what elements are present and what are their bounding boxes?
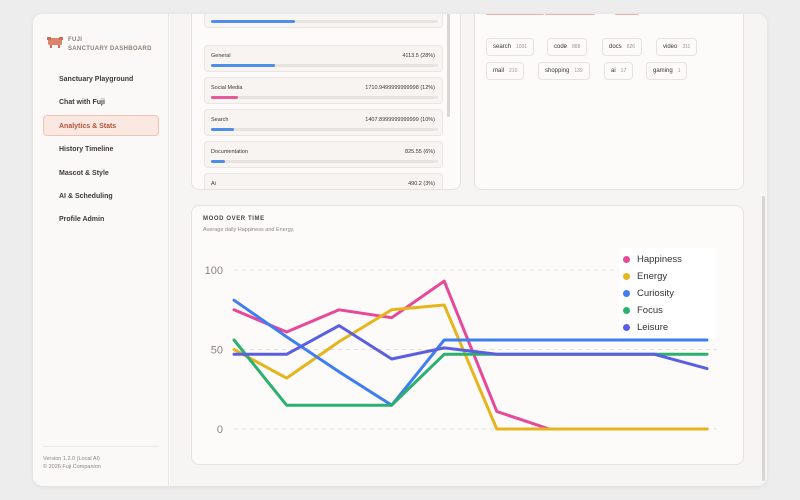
sidebar: FUJI SANCTUARY DASHBOARD Sanctuary Playg…	[33, 14, 169, 486]
category-value: 1710.9499999999998 (12%)	[365, 85, 435, 91]
y-tick-label: 50	[211, 345, 223, 357]
mood-over-time-card: 100 50 0 MOOD OVER TIME Average daily Happ…	[191, 205, 744, 465]
category-progress-fill	[211, 160, 225, 163]
tag-chip[interactable]: search 1091	[486, 38, 535, 56]
page-scrollbar[interactable]	[762, 196, 765, 481]
tag-bar-partial	[615, 14, 639, 15]
sidebar-nav: Sanctuary Playground Chat with Fuji Anal…	[43, 68, 159, 232]
tag-name: code	[554, 44, 568, 50]
category-value: 825.55 (6%)	[405, 149, 435, 155]
category-value: 490.2 (3%)	[408, 181, 435, 187]
tag-chip[interactable]: gaming 1	[646, 62, 688, 80]
legend-item[interactable]: Focus	[619, 302, 717, 319]
sidebar-item-profile-admin[interactable]: Profile Admin	[59, 216, 105, 224]
tag-count: 1	[677, 68, 681, 74]
legend-label: Energy	[637, 271, 668, 282]
tag-chip[interactable]: code 888	[547, 38, 588, 56]
tag-name: video	[663, 44, 678, 50]
legend-item[interactable]: Energy	[619, 268, 717, 285]
brand-title: FUJI	[68, 37, 83, 43]
version-text: Version 1.2.0 (Local AI)	[43, 456, 100, 462]
legend-dot	[623, 256, 630, 263]
category-name: Social Media	[211, 85, 243, 91]
tag-count: 826	[626, 44, 636, 50]
main-content: General 4113.5 (28%) Social Media 1710.9…	[170, 14, 767, 486]
tag-chip[interactable]: shopping 139	[538, 62, 590, 80]
category-row: Social Media 1710.9499999999998 (12%)	[204, 77, 443, 104]
y-tick-label: 100	[205, 265, 223, 277]
mood-chart-title: MOOD OVER TIME	[203, 216, 265, 222]
legend-dot	[623, 273, 630, 280]
tag-name: shopping	[545, 68, 570, 74]
category-progress-track	[211, 96, 438, 99]
tag-chip[interactable]: ai 17	[604, 62, 634, 80]
tag-name: gaming	[653, 68, 673, 74]
mood-chart-subtitle: Average daily Happiness and Energy.	[203, 227, 295, 233]
legend-dot	[623, 307, 630, 314]
tag-count: 311	[682, 44, 691, 50]
brand: FUJI SANCTUARY DASHBOARD	[47, 36, 152, 54]
category-row-partial	[204, 14, 443, 28]
sidebar-item-ai-scheduling[interactable]: AI & Scheduling	[59, 192, 113, 200]
copyright-text: © 2026 Fuji Companion	[43, 464, 101, 470]
category-progress-track	[211, 64, 438, 67]
series-line-curiosity	[232, 298, 709, 407]
tag-name: ai	[611, 68, 616, 74]
app-window: FUJI SANCTUARY DASHBOARD Sanctuary Playg…	[33, 14, 767, 486]
category-name: Documentation	[211, 149, 248, 155]
legend-label: Focus	[637, 305, 663, 316]
tag-name: search	[493, 44, 512, 50]
category-row: Search 1407.8999999999999 (10%)	[204, 109, 443, 136]
legend-label: Leisure	[637, 322, 669, 333]
category-row: Documentation 825.55 (6%)	[204, 141, 443, 168]
tag-name: docs	[609, 44, 622, 50]
category-progress-track	[211, 128, 438, 131]
category-row: General 4113.5 (28%)	[204, 45, 443, 72]
sidebar-item-chat-with-fuji[interactable]: Chat with Fuji	[59, 99, 105, 107]
category-progress-fill	[211, 128, 234, 131]
y-tick-label: 0	[217, 424, 223, 436]
tag-count: 17	[620, 68, 627, 74]
category-row: Ai 490.2 (3%)	[204, 173, 443, 189]
tag-bar-partial	[486, 14, 544, 15]
tag-name: mail	[493, 68, 505, 74]
legend-dot	[623, 290, 630, 297]
category-name: General	[211, 53, 231, 59]
category-name: Ai	[211, 181, 216, 187]
legend-label: Happiness	[637, 254, 682, 265]
category-list-scrollbar[interactable]	[447, 14, 450, 117]
tag-count: 210	[509, 68, 518, 74]
sidebar-item-history-timeline[interactable]: History Timeline	[59, 146, 114, 154]
tag-count: 1091	[516, 44, 528, 50]
series-line-energy	[232, 303, 709, 431]
sidebar-footer: Version 1.2.0 (Local AI) © 2026 Fuji Com…	[43, 446, 159, 471]
tag-chip[interactable]: mail 210	[486, 62, 525, 80]
tag-chip[interactable]: docs 826	[602, 38, 643, 56]
brand-subtitle: SANCTUARY DASHBOARD	[68, 46, 152, 52]
tag-count: 139	[574, 68, 583, 74]
tag-chip[interactable]: video 311	[656, 38, 698, 56]
fuji-logo-icon	[47, 37, 63, 48]
chart-legend: Happiness Energy Curiosity Focus Leisure	[619, 248, 717, 338]
legend-label: Curiosity	[637, 288, 674, 299]
category-value: 1407.8999999999999 (10%)	[365, 117, 435, 123]
category-progress-track	[211, 160, 438, 163]
legend-item[interactable]: Happiness	[619, 251, 717, 268]
tag-bar-partial	[545, 14, 595, 15]
category-name: Search	[211, 117, 229, 123]
tags-card: search 1091 code 888 docs 826 video 311 …	[474, 14, 744, 190]
legend-dot	[623, 324, 630, 331]
category-value: 4113.5 (28%)	[402, 53, 435, 59]
category-progress-fill	[211, 64, 275, 67]
legend-item[interactable]: Curiosity	[619, 285, 717, 302]
sidebar-item-analytics-stats[interactable]: Analytics & Stats	[43, 114, 159, 136]
sidebar-item-sanctuary-playground[interactable]: Sanctuary Playground	[59, 76, 134, 83]
tag-count: 888	[572, 44, 581, 50]
category-progress-fill	[211, 96, 239, 99]
sidebar-item-mascot-style[interactable]: Mascot & Style	[59, 169, 109, 177]
series-line-leisure	[232, 324, 709, 371]
legend-item[interactable]: Leisure	[619, 319, 717, 336]
mood-line-chart: 100 50 0	[205, 265, 717, 436]
category-breakdown-card: General 4113.5 (28%) Social Media 1710.9…	[191, 14, 461, 190]
